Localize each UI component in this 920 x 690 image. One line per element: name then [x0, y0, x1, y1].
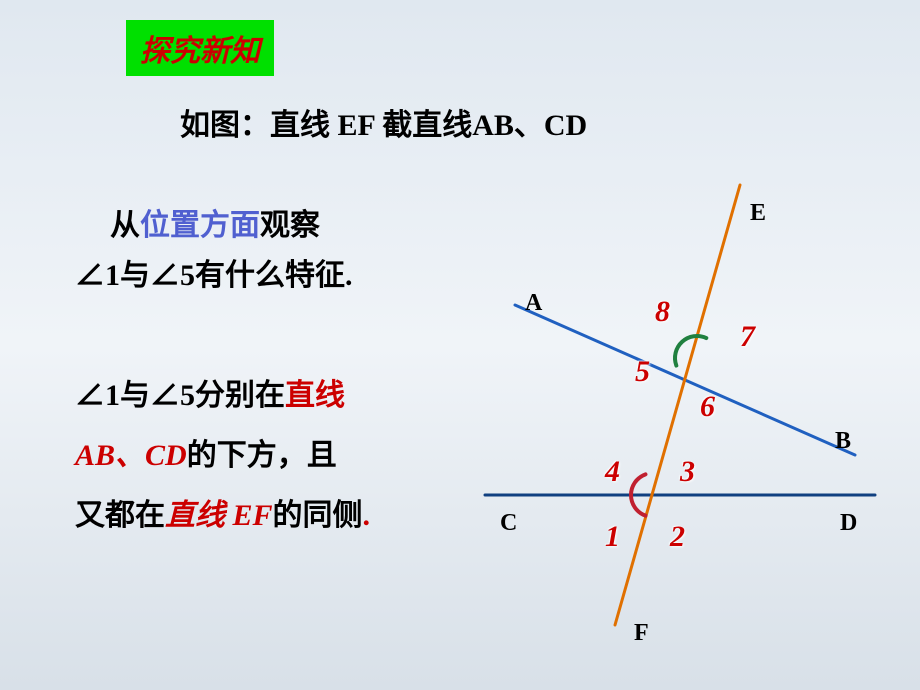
geometry-diagram: [0, 0, 920, 690]
point-label-C: C: [500, 510, 517, 537]
angle-label-2: 2: [670, 520, 685, 554]
angle-label-8: 8: [655, 295, 670, 329]
point-label-F: F: [634, 620, 649, 647]
angle-label-6: 6: [700, 390, 715, 424]
angle-label-7: 7: [740, 320, 755, 354]
point-label-D: D: [840, 510, 857, 537]
point-label-E: E: [750, 200, 766, 227]
angle-label-5: 5: [635, 355, 650, 389]
angle-label-3: 3: [680, 455, 695, 489]
point-label-B: B: [835, 428, 851, 455]
angle-label-4: 4: [605, 455, 620, 489]
point-label-A: A: [525, 290, 542, 317]
angle-label-1: 1: [605, 520, 620, 554]
